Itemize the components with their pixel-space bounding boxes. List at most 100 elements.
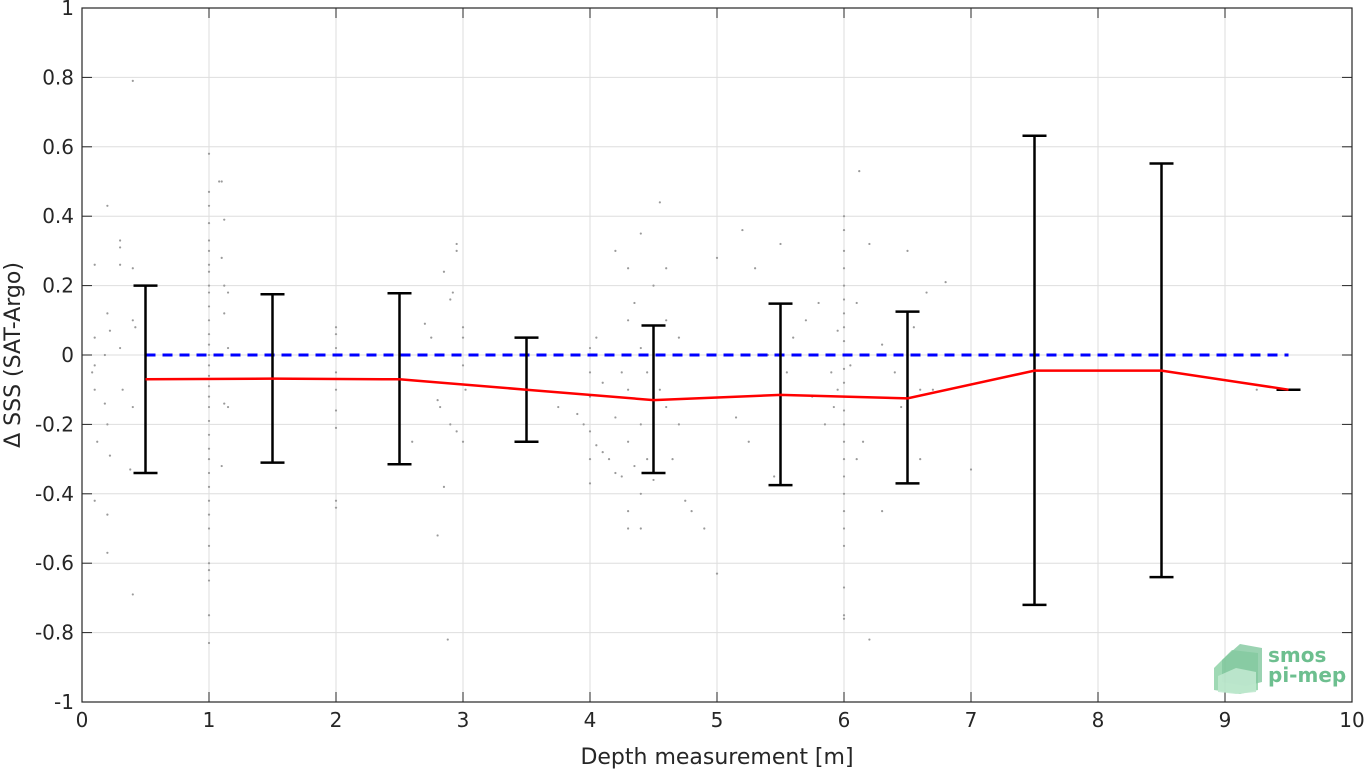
x-axis-ticks: 0 1 2 3 4 5 6 7 8 9 10 xyxy=(76,8,1365,732)
scatter-point xyxy=(842,298,846,301)
scatter-point xyxy=(842,617,846,620)
scatter-point xyxy=(779,242,782,246)
scatter-point xyxy=(207,419,211,423)
x-tick-label: 5 xyxy=(711,708,724,732)
scatter-point xyxy=(836,329,839,332)
scatter-point xyxy=(881,510,884,513)
scatter-point xyxy=(93,263,96,266)
scatter-point xyxy=(131,593,134,596)
x-tick-label: 4 xyxy=(584,708,597,732)
scatter-point xyxy=(773,475,776,478)
scatter-point xyxy=(842,440,846,443)
scatter-point xyxy=(741,228,744,232)
y-tick-label: -0.2 xyxy=(35,412,74,436)
scatter-point xyxy=(464,388,467,391)
scatter-point xyxy=(842,423,846,426)
scatter-point xyxy=(900,405,903,409)
y-tick-label: 1 xyxy=(61,0,74,20)
scatter-point xyxy=(842,312,846,315)
scatter-point xyxy=(842,614,846,617)
scatter-point xyxy=(220,256,223,259)
scatter-point xyxy=(93,364,96,367)
scatter-point xyxy=(734,416,738,419)
scatter-point xyxy=(557,405,560,409)
scatter-point xyxy=(919,388,922,391)
scatter-point xyxy=(220,464,223,468)
x-axis-label: Depth measurement [m] xyxy=(580,745,853,770)
y-tick-label: 0 xyxy=(61,343,74,367)
scatter-point xyxy=(442,485,446,488)
scatter-point xyxy=(207,152,211,155)
scatter-point xyxy=(207,239,211,242)
scatter-point xyxy=(223,284,226,287)
scatter-point xyxy=(96,440,99,443)
scatter-point xyxy=(134,326,137,329)
scatter-point xyxy=(836,388,839,391)
scatter-point xyxy=(430,336,433,339)
scatter-point xyxy=(334,499,338,502)
scatter-point xyxy=(842,527,846,530)
scatter-point xyxy=(627,319,630,322)
scatter-point xyxy=(601,381,604,384)
scatter-point xyxy=(919,458,922,461)
scatter-point xyxy=(620,475,623,478)
scatter-point xyxy=(576,412,579,416)
scatter-point xyxy=(842,326,846,329)
scatter-point xyxy=(912,326,915,329)
scatter-point xyxy=(665,267,668,270)
scatter-point xyxy=(207,249,211,252)
scatter-point xyxy=(226,346,230,350)
scatter-point xyxy=(223,218,226,221)
scatter-point xyxy=(334,333,338,336)
y-axis-label: Δ SSS (SAT-Argo) xyxy=(1,262,26,448)
scatter-point xyxy=(436,534,439,537)
scatter-point xyxy=(207,374,211,377)
x-tick-label: 9 xyxy=(1219,708,1232,732)
scatter-point xyxy=(129,468,132,471)
scatter-point xyxy=(461,326,465,329)
scatter-point xyxy=(747,440,750,443)
scatter-point xyxy=(842,475,846,478)
scatter-point xyxy=(207,405,211,409)
scatter-point xyxy=(207,343,211,346)
scatter-point xyxy=(639,423,642,426)
scatter-point xyxy=(601,451,604,454)
scatter-point xyxy=(646,458,649,461)
x-tick-label: 1 xyxy=(203,708,216,732)
scatter-point xyxy=(455,249,458,252)
scatter-point xyxy=(411,440,414,443)
y-tick-label: 0.6 xyxy=(42,135,74,159)
scatter-point xyxy=(207,364,211,367)
scatter-point xyxy=(925,291,928,294)
scatter-point xyxy=(684,499,687,502)
scatter-point xyxy=(677,423,681,426)
y-tick-label: -0.4 xyxy=(35,482,74,506)
scatter-point xyxy=(842,340,846,343)
y-tick-label: 0.8 xyxy=(42,65,74,89)
scatter-point xyxy=(703,527,706,530)
scatter-point xyxy=(334,326,338,329)
scatter-point xyxy=(861,440,865,443)
logo-line-1: smos xyxy=(1268,643,1326,667)
scatter-point xyxy=(588,482,592,485)
scatter-point xyxy=(639,232,642,235)
scatter-point xyxy=(207,641,211,645)
scatter-point xyxy=(849,364,852,367)
scatter-point xyxy=(969,468,973,471)
scatter-point xyxy=(931,388,935,391)
scatter-point xyxy=(423,322,426,325)
scatter-point xyxy=(455,242,458,246)
scatter-point xyxy=(868,242,871,246)
scatter-point xyxy=(646,371,649,374)
scatter-point xyxy=(131,79,134,82)
scatter-point xyxy=(633,464,636,468)
scatter-point xyxy=(207,222,211,225)
scatter-point xyxy=(652,284,655,287)
scatter-point xyxy=(588,458,592,461)
scatter-point xyxy=(868,638,871,641)
scatter-point xyxy=(842,492,846,495)
scatter-point xyxy=(881,343,884,346)
scatter-point xyxy=(627,440,630,443)
scatter-point xyxy=(207,270,211,273)
scatter-point xyxy=(455,430,458,433)
